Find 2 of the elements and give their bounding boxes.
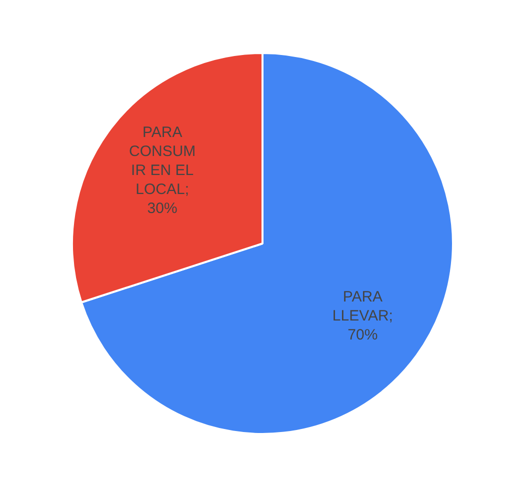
slice-label: PARA CONSUMIR EN EL LOCAL; 30% <box>128 124 196 217</box>
slice-label: PARA LLEVAR; 70% <box>332 288 393 344</box>
